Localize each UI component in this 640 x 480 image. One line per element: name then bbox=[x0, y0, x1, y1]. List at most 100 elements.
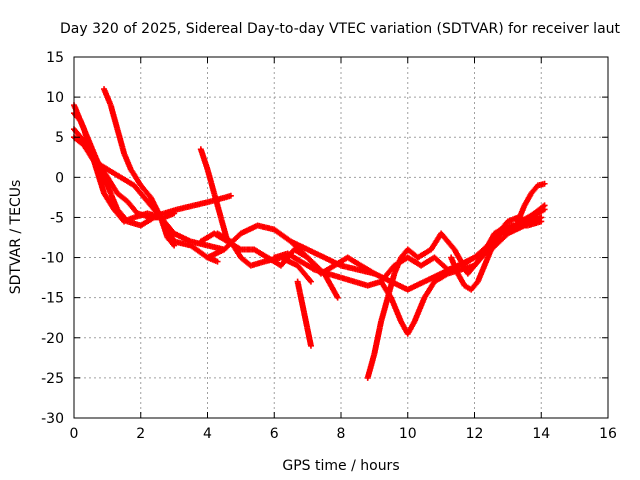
chart-title: Day 320 of 2025, Sidereal Day-to-day VTE… bbox=[60, 21, 621, 37]
data-track-markers bbox=[72, 135, 86, 148]
series-track-10 bbox=[294, 278, 314, 349]
data-track-markers bbox=[536, 207, 546, 216]
data-track-markers bbox=[306, 247, 326, 260]
data-track-markers bbox=[252, 247, 270, 260]
data-track-markers bbox=[138, 183, 153, 200]
y-tick-label: -10 bbox=[41, 251, 64, 267]
data-series bbox=[71, 86, 548, 381]
data-track-markers bbox=[128, 167, 143, 187]
data-point bbox=[538, 218, 545, 225]
y-tick-label: -30 bbox=[41, 411, 64, 427]
series-track-5 bbox=[101, 86, 178, 249]
data-track-markers bbox=[522, 191, 534, 207]
series-track-16 bbox=[514, 180, 548, 225]
data-track-markers bbox=[81, 143, 97, 163]
data-track-markers bbox=[322, 255, 343, 268]
x-tick-label: 2 bbox=[136, 426, 145, 442]
x-tick-label: 4 bbox=[203, 426, 212, 442]
y-tick-label: -5 bbox=[50, 210, 64, 226]
data-track-markers bbox=[148, 195, 164, 219]
data-track-markers bbox=[212, 231, 229, 244]
data-track-markers bbox=[206, 247, 226, 260]
data-track-markers bbox=[289, 239, 310, 252]
data-track-markers bbox=[299, 259, 316, 272]
axis-ticks: 0 2 4 6 8 10 12 14 16 -30 -25 -20 -15 -10 -5 0 5 10 15 bbox=[41, 50, 617, 442]
data-track-markers bbox=[526, 211, 540, 224]
data-track-markers bbox=[406, 279, 426, 292]
data-track-markers bbox=[105, 175, 120, 195]
y-tick-label: -15 bbox=[41, 291, 64, 307]
data-track-markers bbox=[423, 271, 443, 284]
data-track-markers bbox=[432, 271, 450, 284]
data-track-markers bbox=[72, 127, 90, 147]
data-track-markers bbox=[405, 320, 417, 336]
x-tick-label: 14 bbox=[532, 426, 550, 442]
data-track-markers bbox=[529, 183, 540, 195]
y-tick-label: 15 bbox=[46, 50, 64, 66]
data-track-markers bbox=[132, 183, 150, 204]
data-track-markers bbox=[125, 199, 140, 216]
data-track-markers bbox=[239, 223, 259, 236]
data-track-markers bbox=[204, 167, 217, 195]
data-track-markers bbox=[211, 192, 224, 219]
data-track-markers bbox=[101, 191, 117, 211]
data-track-markers bbox=[412, 296, 427, 324]
data-point bbox=[307, 278, 314, 285]
data-track-markers bbox=[372, 271, 393, 284]
data-track-markers bbox=[115, 191, 130, 204]
data-track-markers bbox=[371, 320, 384, 356]
data-track-markers bbox=[172, 231, 193, 244]
data-point bbox=[307, 342, 314, 349]
data-track-markers bbox=[189, 243, 210, 260]
data-track-markers bbox=[78, 119, 94, 147]
y-tick-label: 5 bbox=[55, 130, 64, 146]
x-tick-label: 16 bbox=[599, 426, 617, 442]
data-track-markers bbox=[272, 227, 293, 244]
data-track-markers bbox=[439, 231, 457, 252]
data-point bbox=[541, 180, 548, 187]
series-track-12 bbox=[287, 214, 545, 293]
y-tick-label: -25 bbox=[41, 371, 64, 387]
data-point bbox=[214, 258, 221, 265]
x-tick-label: 0 bbox=[70, 426, 79, 442]
series-track-15 bbox=[448, 206, 548, 293]
data-track-markers bbox=[463, 283, 473, 292]
x-axis-label: GPS time / hours bbox=[282, 458, 399, 474]
data-point bbox=[171, 242, 178, 249]
data-track-markers bbox=[472, 247, 490, 268]
y-tick-label: -20 bbox=[41, 331, 64, 347]
y-axis-label: SDTVAR / TECUs bbox=[8, 180, 24, 295]
x-tick-label: 10 bbox=[399, 426, 417, 442]
data-track-markers bbox=[432, 255, 450, 272]
data-track-markers bbox=[536, 181, 546, 188]
data-track-markers bbox=[496, 219, 510, 236]
x-tick-label: 12 bbox=[466, 426, 484, 442]
data-track-markers bbox=[379, 280, 394, 300]
data-track-markers bbox=[115, 207, 130, 224]
data-track-markers bbox=[108, 103, 120, 131]
x-tick-label: 6 bbox=[270, 426, 279, 442]
data-track-markers bbox=[165, 235, 176, 248]
data-track-markers bbox=[301, 312, 314, 348]
data-track-markers bbox=[198, 147, 210, 171]
data-track-markers bbox=[114, 127, 127, 155]
y-tick-label: 0 bbox=[55, 170, 64, 186]
x-tick-label: 8 bbox=[337, 426, 346, 442]
data-track-markers bbox=[346, 255, 363, 268]
data-track-markers bbox=[295, 263, 313, 284]
data-track-markers bbox=[192, 198, 213, 208]
data-track-markers bbox=[85, 143, 100, 163]
y-tick-label: 10 bbox=[46, 90, 64, 106]
data-point bbox=[541, 206, 548, 213]
data-track-markers bbox=[119, 175, 136, 188]
data-track-markers bbox=[499, 223, 517, 236]
data-track-markers bbox=[378, 296, 391, 324]
data-track-markers bbox=[422, 280, 437, 300]
data-track-markers bbox=[294, 280, 307, 316]
data-track-markers bbox=[475, 256, 491, 284]
data-track-markers bbox=[416, 247, 433, 260]
series-track-2 bbox=[71, 110, 178, 229]
series-track-14 bbox=[378, 218, 545, 337]
data-track-markers bbox=[158, 216, 170, 239]
